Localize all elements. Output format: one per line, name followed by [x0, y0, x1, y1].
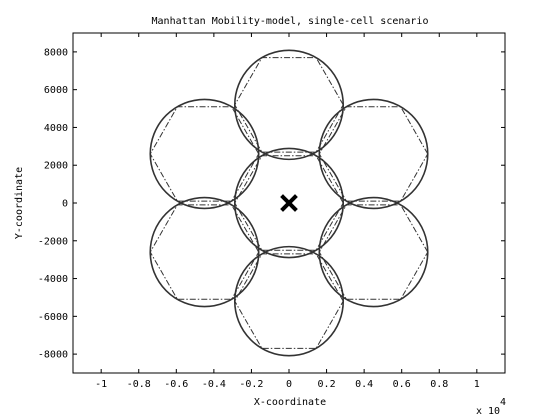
- y-axis-title: Y-coordinate: [14, 167, 25, 239]
- y-tick-label: -4000: [38, 274, 68, 285]
- y-tick-label: 4000: [44, 123, 68, 134]
- y-axis-ticks: -8000 -6000 -4000 -2000 0 2000 4000 6000 8000: [38, 47, 505, 361]
- cells-layer: [149, 49, 429, 357]
- y-tick-label: 6000: [44, 85, 68, 96]
- y-tick-label: -6000: [38, 312, 68, 323]
- y-tick-label: 2000: [44, 161, 68, 172]
- y-tick-label: 8000: [44, 47, 68, 58]
- cell-hexagon: [149, 106, 260, 202]
- x-tick-label: -0.6: [164, 379, 188, 390]
- cell-hexagon: [234, 57, 344, 153]
- x-axis-title: X-coordinate: [254, 397, 326, 408]
- cell-hexagon: [234, 253, 344, 349]
- x-tick-label: 0.4: [355, 379, 373, 390]
- x-tick-label: -1: [95, 379, 107, 390]
- y-tick-label: 0: [62, 199, 68, 210]
- x-tick-label: 0.8: [430, 379, 448, 390]
- x-tick-label: 1: [474, 379, 480, 390]
- cell-hexagon: [318, 106, 429, 202]
- x-tick-label: -0.4: [202, 379, 226, 390]
- x-tick-label: 0: [286, 379, 292, 390]
- y-tick-label: -8000: [38, 350, 68, 361]
- x-axis-exponent: x 10: [476, 406, 500, 417]
- x-axis-exponent-power: 4: [500, 397, 506, 408]
- marker-layer: [280, 194, 298, 212]
- base-station-marker: [280, 194, 298, 212]
- chart-title: Manhattan Mobility-model, single-cell sc…: [152, 16, 429, 27]
- x-tick-label: -0.8: [127, 379, 151, 390]
- y-tick-label: -2000: [38, 236, 68, 247]
- cell-hexagon: [234, 155, 344, 251]
- cell-hexagon: [149, 204, 260, 300]
- x-tick-label: 0.6: [393, 379, 411, 390]
- x-tick-label: -0.2: [239, 379, 263, 390]
- cell-hexagon: [318, 204, 429, 300]
- x-tick-label: 0.2: [318, 379, 336, 390]
- x-axis-ticks: -1 -0.8 -0.6 -0.4 -0.2 0 0.2 0.4 0.6 0.8 1: [95, 33, 480, 390]
